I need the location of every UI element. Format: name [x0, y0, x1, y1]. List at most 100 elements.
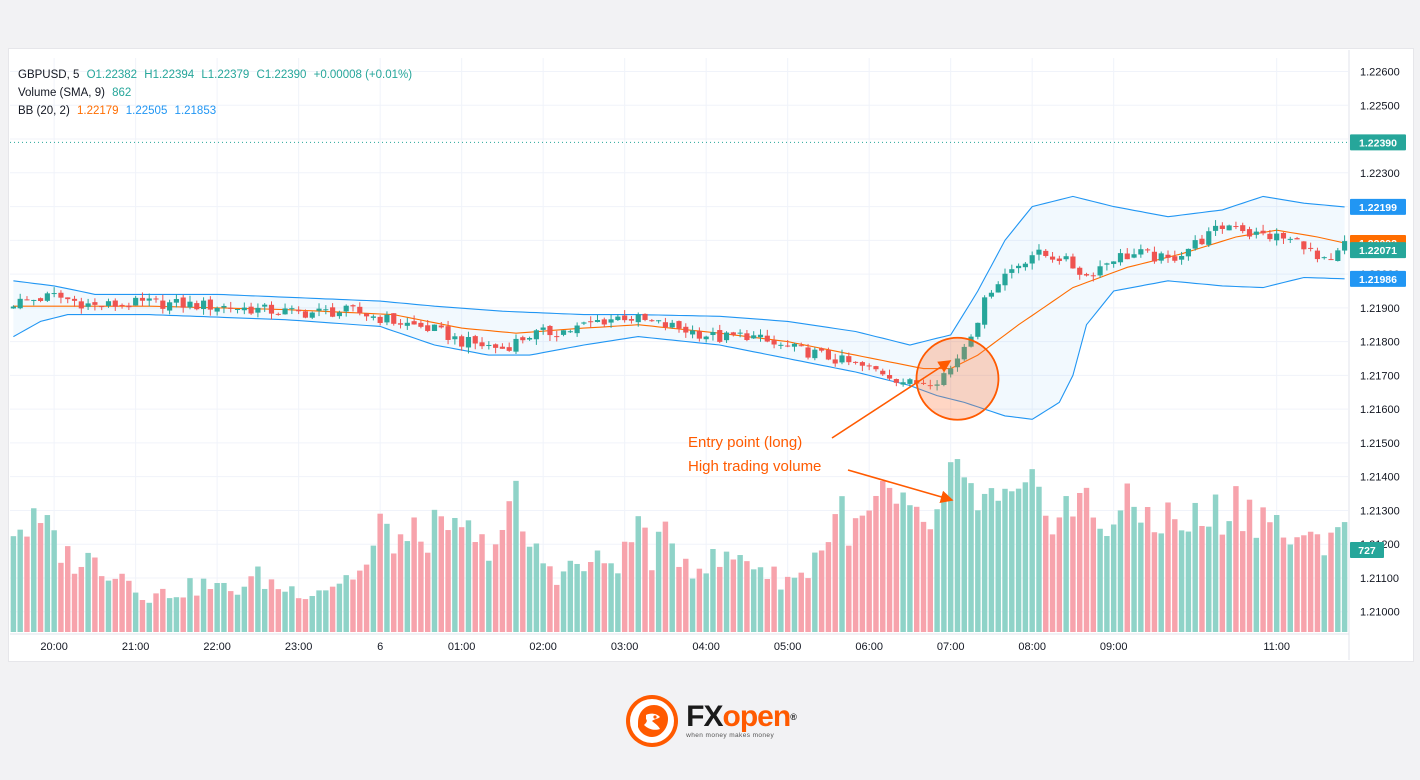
volume-bar	[1009, 491, 1015, 632]
volume-bar	[1335, 527, 1341, 632]
candle-body	[126, 305, 132, 308]
volume-bar	[526, 546, 533, 632]
volume-bar	[1151, 532, 1158, 632]
volume-bar	[452, 517, 458, 632]
volume-bar	[689, 578, 696, 632]
candle-body	[493, 344, 499, 348]
legend-low: L1.22379	[201, 69, 250, 81]
volume-bar	[153, 593, 159, 632]
candle-body	[228, 307, 234, 309]
candle-body	[1212, 225, 1219, 231]
volume-bar	[492, 544, 499, 632]
candle-body	[17, 298, 23, 309]
legend-open: O1.22382	[86, 69, 138, 81]
time-tick-label: 01:00	[448, 641, 476, 653]
candle-body	[975, 322, 981, 337]
candle-body	[649, 320, 655, 322]
candle-body	[445, 326, 451, 340]
candle-body	[24, 299, 30, 301]
candle-body	[343, 305, 349, 312]
volume-bar	[228, 591, 234, 632]
candle-body	[302, 311, 309, 318]
candle-body	[357, 306, 363, 314]
candle-body	[370, 316, 376, 318]
volume-bar	[968, 483, 974, 632]
volume-bar	[1172, 519, 1178, 632]
candle-body	[825, 349, 832, 360]
volume-bar	[1138, 522, 1144, 632]
volume-bar	[1029, 469, 1035, 632]
bb-upper-badge-bg	[1350, 198, 1406, 215]
candle-body	[425, 325, 431, 331]
candle-body	[778, 344, 784, 346]
candle-body	[934, 384, 940, 386]
candle-body	[588, 321, 594, 323]
volume-bar	[119, 573, 125, 632]
candle-body	[296, 309, 302, 312]
candle-body	[336, 312, 342, 317]
candle-body	[330, 307, 336, 317]
annotation-high-volume: High trading volume	[688, 458, 821, 475]
volume-bar	[431, 509, 438, 632]
volume-bar	[479, 534, 485, 632]
candle-body	[574, 325, 580, 334]
candle-body	[520, 337, 526, 341]
volume-bar	[710, 549, 716, 632]
volume-bar	[520, 531, 526, 632]
candle-body	[207, 299, 213, 310]
volume-bar	[649, 570, 655, 632]
legend-bb-upper: 1.22505	[125, 105, 168, 117]
volume-bar	[961, 477, 967, 632]
bb-lower-badge-bg	[1350, 270, 1406, 287]
volume-bar	[1056, 517, 1063, 632]
volume-bar	[1117, 510, 1124, 632]
candle-body	[282, 308, 288, 315]
volume-bar	[329, 586, 336, 632]
volume-bar	[683, 558, 689, 632]
candle-body	[65, 297, 71, 300]
volume-bar	[920, 521, 927, 632]
volume-bar	[370, 545, 377, 632]
candle-body	[78, 301, 84, 309]
candle-body	[1287, 238, 1293, 240]
volume-bar	[323, 590, 329, 632]
legend-high: H1.22394	[144, 69, 195, 81]
volume-bar	[818, 550, 825, 632]
volume-bar	[465, 520, 472, 632]
volume-bar	[71, 573, 78, 632]
volume-bar	[764, 578, 771, 632]
candle-body	[275, 313, 281, 315]
volume-bar	[289, 586, 295, 632]
candle-body	[554, 336, 560, 338]
volume-bar	[207, 589, 214, 632]
candle-body	[1117, 253, 1124, 263]
candle-body	[1009, 269, 1015, 273]
volume-bar	[574, 563, 580, 632]
volume-bar	[1199, 525, 1205, 632]
volume-bar	[309, 596, 315, 632]
candle-body	[214, 308, 220, 312]
candle-body	[10, 306, 16, 309]
volume-bar	[486, 560, 492, 632]
time-tick-label: 07:00	[937, 641, 965, 653]
time-tick-label: 02:00	[529, 641, 557, 653]
volume-bar	[397, 534, 404, 632]
candle-body	[85, 303, 91, 307]
volume-bar	[717, 566, 723, 632]
legend-bb-label: BB (20, 2)	[18, 105, 70, 117]
volume-bar	[1002, 488, 1008, 632]
volume-bar	[628, 542, 635, 632]
candle-body	[656, 320, 662, 322]
volume-bar	[1090, 517, 1097, 632]
candle-body	[241, 307, 247, 311]
brand-logo[interactable]: FXopen® when money makes money	[624, 693, 797, 749]
candle-body	[1335, 250, 1341, 261]
candle-body	[880, 370, 886, 375]
volume-bar	[92, 557, 98, 632]
candle-body	[594, 320, 601, 323]
candle-body	[839, 355, 845, 363]
candle-body	[173, 299, 179, 303]
candle-body	[404, 322, 410, 326]
volume-bar	[825, 542, 832, 632]
